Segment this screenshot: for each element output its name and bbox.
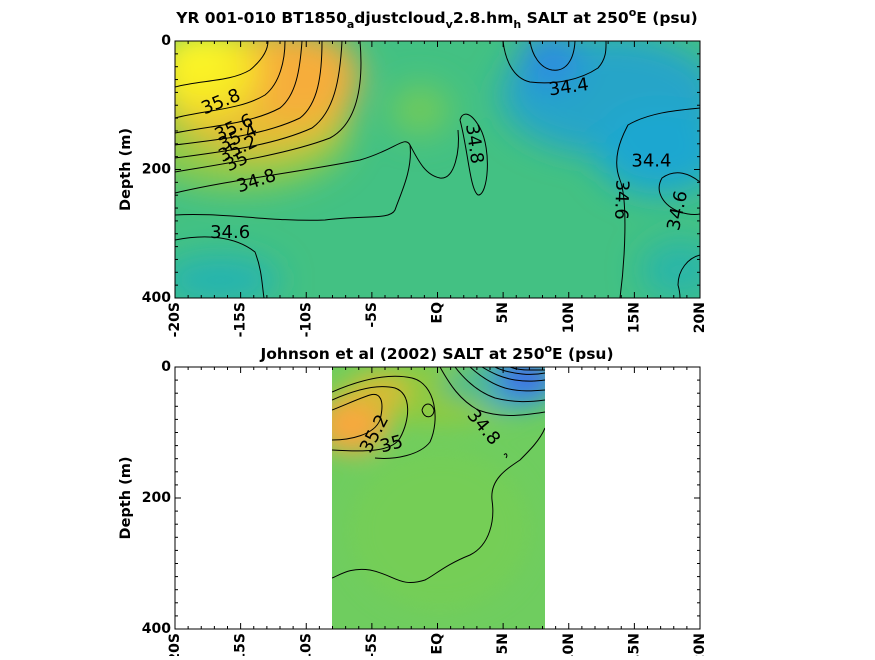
bottom-x-tick-label: 20N (692, 633, 708, 656)
bottom-title: Johnson et al (2002) SALT at 250oE (psu) (259, 342, 613, 363)
top-salinity-field: 35.835.635.435.23534.834.634.834.434.434… (175, 41, 700, 298)
top-x-tick-label: 5N (495, 302, 511, 323)
top-contour-labels: 35.835.635.435.23534.834.634.834.434.434… (198, 74, 692, 243)
bottom-x-tick-label: 5N (495, 633, 511, 654)
top-panel: YR 001-010 BT1850adjustcloudv2.8.hmh SAL… (118, 6, 708, 337)
top-contour-lines (175, 41, 700, 298)
bottom-y-axis-label: Depth (m) (118, 457, 134, 540)
top-x-tick-label: -20S (167, 302, 183, 337)
bottom-y-tick-label: 200 (142, 490, 171, 506)
top-x-tick-label: -15S (233, 302, 249, 337)
bottom-panel: Johnson et al (2002) SALT at 250oE (psu) (118, 342, 708, 660)
top-y-axis-label: Depth (m) (118, 128, 134, 211)
bottom-x-tick-label: 15N (626, 633, 642, 656)
top-y-axis: 0 200 400 (142, 33, 700, 306)
top-x-tick-label: 20N (692, 302, 708, 333)
top-x-tick-label: EQ (430, 302, 446, 324)
bottom-salinity-field: 35.235 34.8 (332, 367, 545, 629)
bottom-contour-lines (332, 367, 545, 584)
bottom-x-tick-label: EQ (430, 633, 446, 655)
top-x-tick-label: -10S (298, 302, 314, 337)
top-contour-label: 34.6 (210, 222, 250, 243)
bottom-x-tick-label: -15S (233, 633, 249, 656)
bottom-y-axis: 0 200 400 (142, 359, 700, 637)
bottom-y-tick-label: 0 (161, 359, 171, 375)
bottom-x-tick-label: -10S (298, 633, 314, 656)
bottom-x-tick-label: -20S (167, 633, 183, 656)
top-x-tick-label: -5S (364, 302, 380, 328)
top-x-tick-label: 15N (626, 302, 642, 333)
top-x-axis: -20S -15S -10S -5S EQ 5N 10N 15N 20N (167, 41, 708, 337)
bottom-x-axis: -20S -15S -10S -5S EQ 5N 10N 15N 20N (167, 367, 708, 660)
top-y-tick-label: 200 (142, 162, 171, 178)
bottom-x-tick-label: 10N (561, 633, 577, 656)
top-x-tick-label: 10N (561, 302, 577, 333)
bottom-x-tick-label: -5S (364, 633, 380, 656)
top-contour-label: 34.6 (610, 179, 632, 220)
top-title: YR 001-010 BT1850adjustcloudv2.8.hmh SAL… (175, 6, 698, 31)
top-y-tick-label: 0 (161, 33, 171, 49)
top-y-tick-label: 400 (142, 290, 171, 306)
bottom-y-tick-label: 400 (142, 621, 171, 637)
top-contour-label: 34.4 (631, 151, 671, 172)
